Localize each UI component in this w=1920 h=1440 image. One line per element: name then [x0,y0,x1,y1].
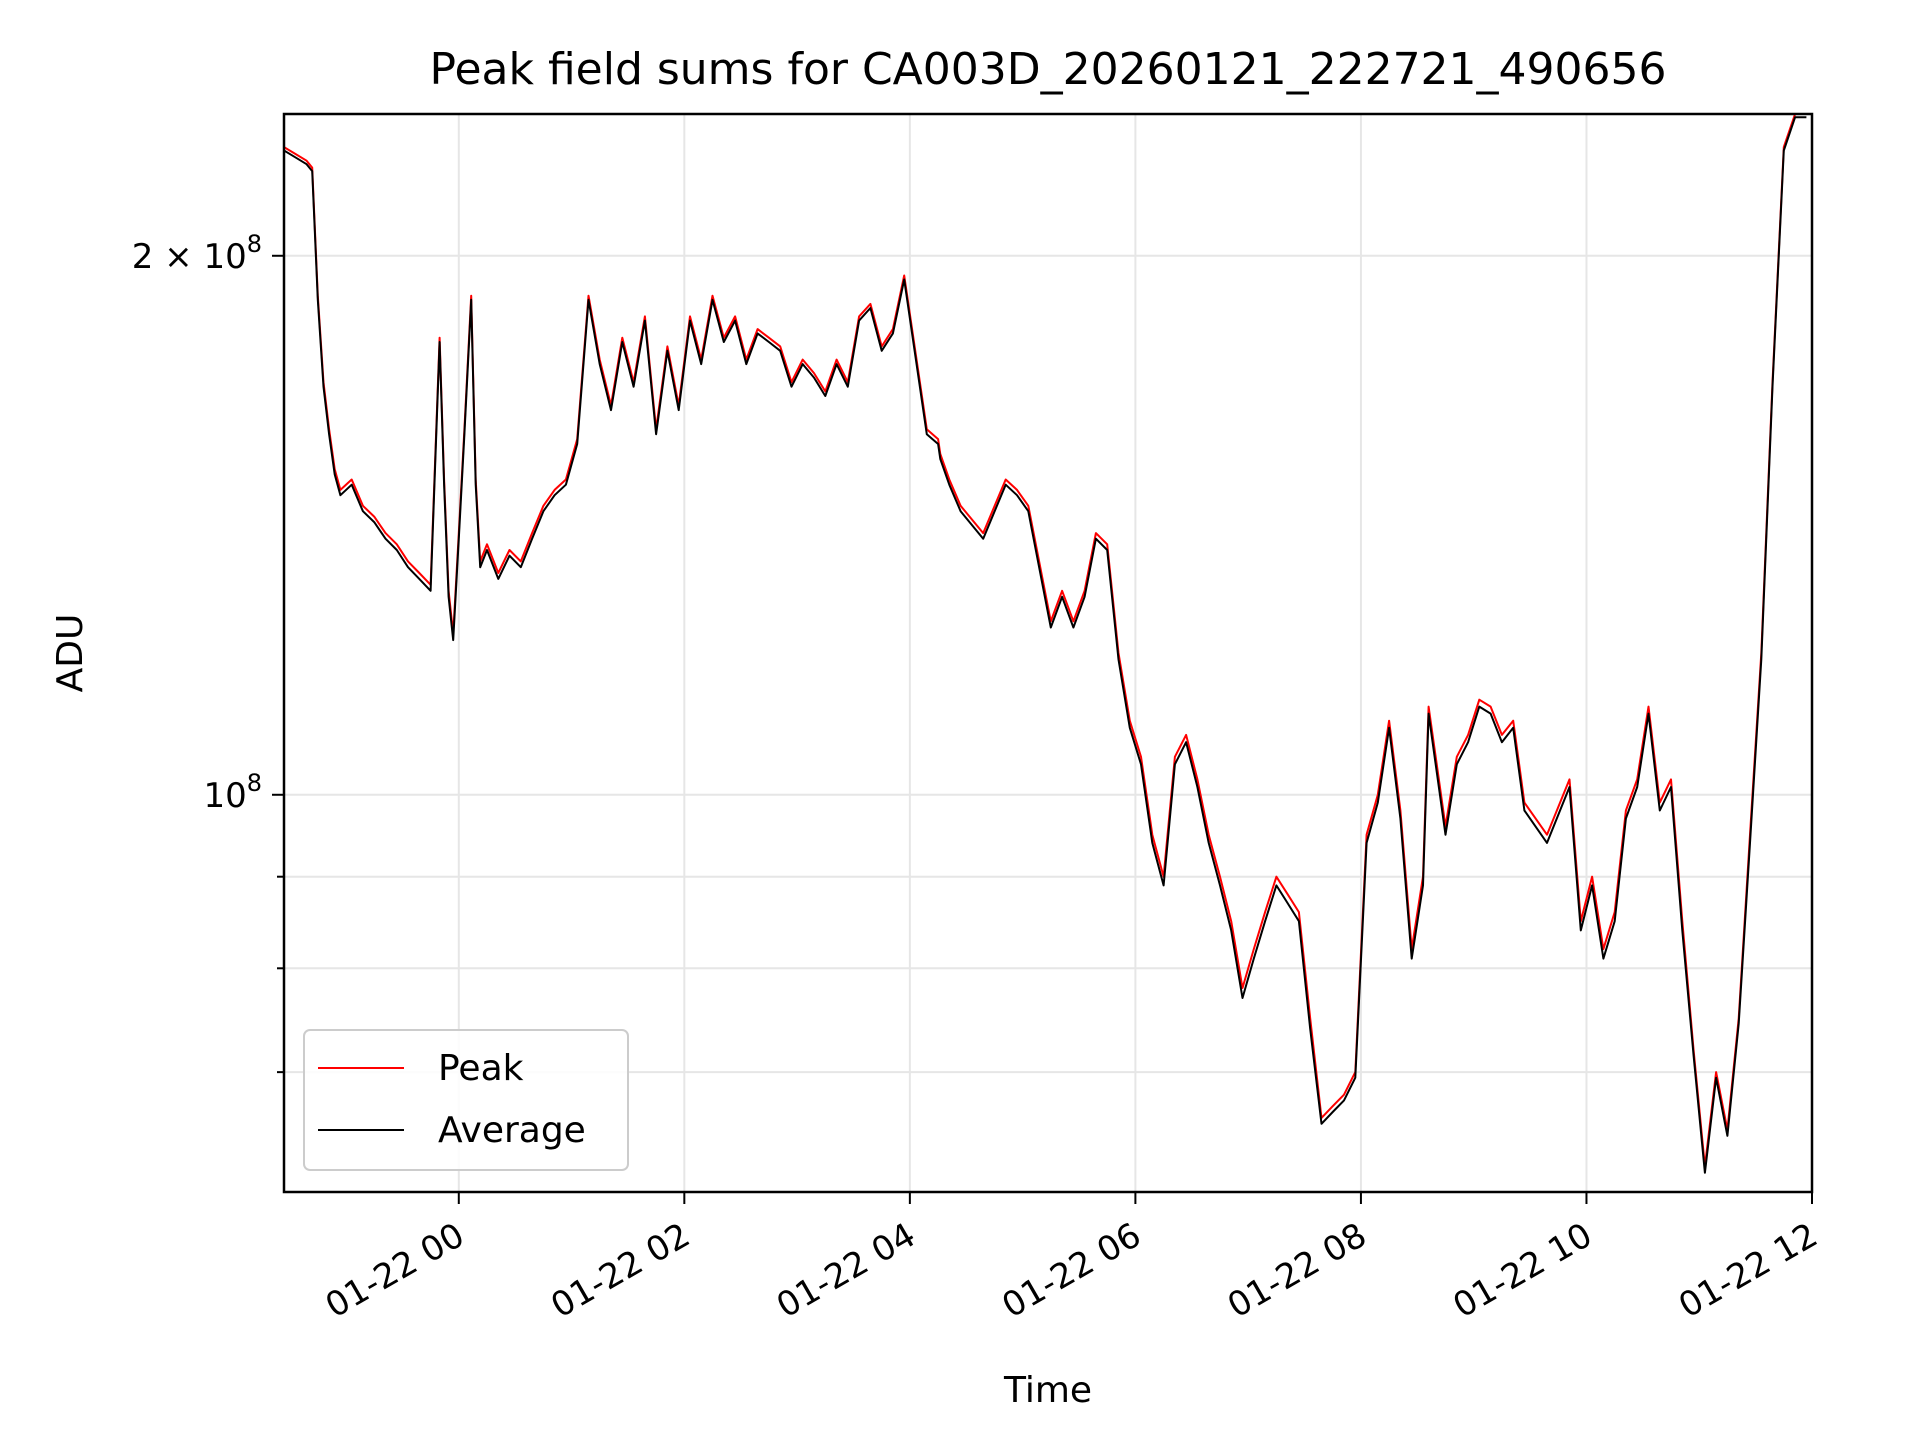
y-tick-label: 2 × 108 [132,230,262,277]
x-tick-label: 01-22 12 [1672,1215,1824,1326]
chart-title: Peak field sums for CA003D_20260121_2227… [429,44,1666,95]
x-tick-label: 01-22 00 [319,1215,471,1326]
legend: Peak Average [303,1029,629,1171]
x-tick-label: 01-22 06 [996,1215,1148,1326]
x-tick-label: 01-22 04 [770,1215,922,1326]
x-axis: 01-22 00 01-22 02 01-22 04 01-22 06 01-22 08… [319,1192,1825,1326]
x-tick-label: 01-22 10 [1447,1215,1599,1326]
grid-layer [284,114,1812,1192]
legend-box [303,1029,629,1171]
legend-label-average: Average [438,1110,586,1151]
x-tick-label: 01-22 02 [544,1215,696,1326]
x-tick-label: 01-22 08 [1221,1215,1373,1326]
y-tick-label: 108 [203,769,262,816]
series-line-average [284,116,1807,1174]
y-axis-label: ADU [50,614,91,693]
y-axis: 108 2 × 108 [132,230,284,1074]
legend-label-peak: Peak [438,1048,524,1089]
series-line-peak [284,114,1807,1168]
series-layer [284,114,1807,1174]
x-axis-label: Time [1003,1370,1092,1411]
plot-frame [282,112,1814,1194]
